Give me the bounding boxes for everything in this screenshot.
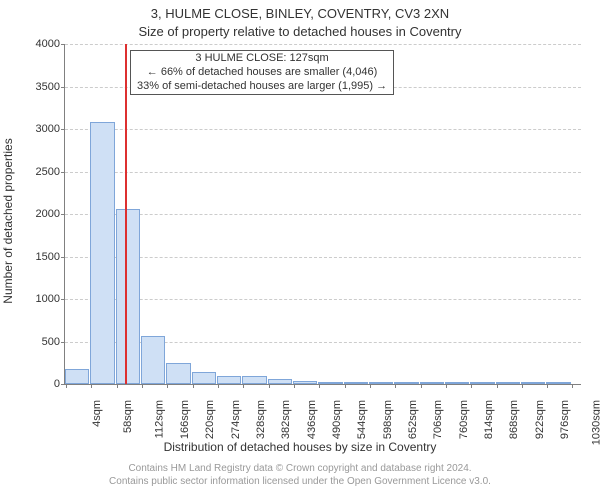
ytick-mark [61, 129, 65, 130]
xtick-mark [243, 384, 244, 388]
chart-container: 3, HULME CLOSE, BINLEY, COVENTRY, CV3 2X… [0, 0, 600, 500]
xtick-mark [395, 384, 396, 388]
xtick-label: 58sqm [122, 400, 134, 433]
xtick-mark [547, 384, 548, 388]
ytick-label: 500 [10, 336, 60, 348]
xtick-label: 112sqm [153, 400, 165, 438]
ytick-label: 4000 [10, 38, 60, 50]
histogram-bar [116, 209, 140, 384]
histogram-bar [65, 369, 89, 384]
xtick-mark [471, 384, 472, 388]
xtick-mark [193, 384, 194, 388]
histogram-bar [166, 363, 190, 384]
reference-line [125, 44, 127, 384]
histogram-bar [344, 382, 368, 384]
ytick-label: 1500 [10, 251, 60, 263]
ytick-mark [61, 299, 65, 300]
histogram-bar [242, 376, 266, 384]
chart-title-line2: Size of property relative to detached ho… [0, 24, 600, 39]
ytick-label: 0 [10, 378, 60, 390]
xtick-mark [522, 384, 523, 388]
ytick-mark [61, 44, 65, 45]
xtick-label: 4sqm [91, 400, 103, 427]
xtick-label: 436sqm [306, 400, 318, 439]
histogram-bar [192, 372, 216, 384]
ytick-label: 2500 [10, 166, 60, 178]
gridline [65, 172, 581, 173]
ytick-label: 3500 [10, 81, 60, 93]
xtick-label: 814sqm [483, 400, 495, 439]
xtick-label: 706sqm [432, 400, 444, 439]
histogram-bar [318, 382, 342, 384]
ytick-mark [61, 172, 65, 173]
xtick-label: 922sqm [534, 400, 546, 439]
histogram-bar [470, 382, 494, 384]
xtick-label: 868sqm [508, 400, 520, 439]
gridline [65, 44, 581, 45]
xtick-mark [319, 384, 320, 388]
xtick-label: 652sqm [407, 400, 419, 439]
footer-line2: Contains public sector information licen… [0, 475, 600, 488]
ytick-label: 2000 [10, 208, 60, 220]
annotation-line2: ← 66% of detached houses are smaller (4,… [137, 66, 387, 80]
xtick-mark [497, 384, 498, 388]
xtick-mark [218, 384, 219, 388]
xtick-mark [370, 384, 371, 388]
footer-attribution: Contains HM Land Registry data © Crown c… [0, 462, 600, 488]
annotation-line3: 33% of semi-detached houses are larger (… [137, 80, 387, 94]
y-axis-label: Number of detached properties [1, 138, 15, 303]
histogram-bar [521, 382, 545, 384]
ytick-mark [61, 257, 65, 258]
xtick-label: 760sqm [458, 400, 470, 439]
ytick-mark [61, 214, 65, 215]
histogram-bar [90, 122, 114, 384]
xtick-mark [142, 384, 143, 388]
xtick-mark [91, 384, 92, 388]
histogram-bar [546, 382, 570, 384]
xtick-mark [269, 384, 270, 388]
histogram-bar [369, 382, 393, 384]
xtick-mark [117, 384, 118, 388]
xtick-label: 598sqm [382, 400, 394, 439]
histogram-bar [141, 336, 165, 384]
xtick-label: 328sqm [255, 400, 267, 439]
xtick-label: 220sqm [204, 400, 216, 439]
histogram-bar [217, 376, 241, 385]
xtick-mark [421, 384, 422, 388]
histogram-bar [445, 382, 469, 384]
xtick-label: 976sqm [559, 400, 571, 439]
ytick-mark [61, 87, 65, 88]
xtick-mark [572, 384, 573, 388]
xtick-label: 274sqm [230, 400, 242, 439]
gridline [65, 299, 581, 300]
xtick-mark [345, 384, 346, 388]
annotation-box: 3 HULME CLOSE: 127sqm ← 66% of detached … [130, 50, 394, 95]
gridline [65, 257, 581, 258]
ytick-mark [61, 384, 65, 385]
histogram-bar [293, 381, 317, 384]
xtick-label: 382sqm [280, 400, 292, 439]
ytick-label: 1000 [10, 293, 60, 305]
xtick-mark [167, 384, 168, 388]
xtick-mark [66, 384, 67, 388]
xtick-mark [446, 384, 447, 388]
ytick-label: 3000 [10, 123, 60, 135]
xtick-label: 490sqm [331, 400, 343, 439]
chart-title-line1: 3, HULME CLOSE, BINLEY, COVENTRY, CV3 2X… [0, 6, 600, 21]
annotation-line1: 3 HULME CLOSE: 127sqm [137, 52, 387, 66]
xtick-label: 1030sqm [590, 400, 600, 445]
histogram-bar [496, 382, 520, 384]
ytick-mark [61, 342, 65, 343]
histogram-bar [420, 382, 444, 384]
gridline [65, 214, 581, 215]
histogram-bar [394, 382, 418, 384]
xtick-label: 544sqm [356, 400, 368, 439]
gridline [65, 129, 581, 130]
footer-line1: Contains HM Land Registry data © Crown c… [0, 462, 600, 475]
histogram-bar [268, 379, 292, 384]
x-axis-label: Distribution of detached houses by size … [0, 440, 600, 454]
xtick-label: 166sqm [179, 400, 191, 439]
xtick-mark [294, 384, 295, 388]
